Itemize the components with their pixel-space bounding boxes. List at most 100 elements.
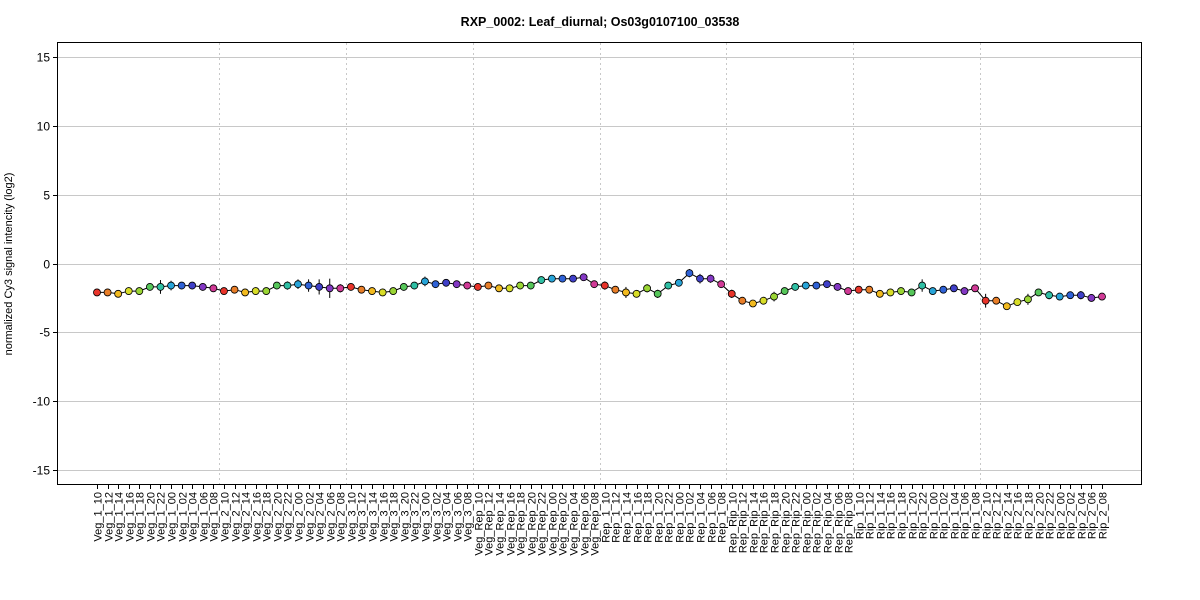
data-point	[135, 287, 144, 295]
y-tick-label: 0	[43, 258, 50, 272]
data-point	[1002, 302, 1011, 311]
x-tick-label: Veg_3_10	[347, 492, 359, 542]
data-point	[960, 287, 969, 295]
data-point	[1066, 291, 1075, 300]
data-point	[346, 283, 355, 291]
x-tick-label: Veg_Rep_06	[580, 492, 592, 556]
x-tick-label: Veg_1_06	[199, 492, 211, 542]
x-tick-label: Rip_1_18	[897, 492, 909, 539]
data-point	[717, 280, 726, 289]
data-point	[579, 273, 588, 282]
data-point	[220, 287, 228, 295]
data-point	[484, 281, 493, 290]
data-point	[865, 285, 874, 294]
data-point	[368, 287, 376, 295]
x-tick-label: Rep_1_04	[696, 492, 708, 543]
x-tick-label: Veg_3_16	[379, 492, 391, 542]
data-point	[272, 281, 281, 290]
data-point	[780, 287, 789, 295]
x-tick-label: Veg_1_22	[156, 492, 168, 542]
data-point	[304, 281, 313, 290]
group-separators	[219, 43, 981, 484]
data-point	[1045, 291, 1054, 300]
data-point	[590, 280, 599, 289]
x-tick-label: Rip_2_22	[1045, 492, 1057, 539]
data-point	[1076, 291, 1085, 300]
x-tick-label: Rip_2_00	[1056, 492, 1068, 539]
data-point	[632, 289, 641, 298]
x-tick-label: Rep_Rip_16	[759, 492, 771, 553]
x-tick-label: Veg_1_20	[146, 492, 158, 542]
data-point	[421, 277, 429, 286]
x-tick-label: Veg_2_20	[273, 492, 285, 542]
data-point	[1013, 298, 1022, 306]
data-point	[198, 283, 207, 291]
x-tick-label: Veg_2_16	[252, 492, 264, 542]
data-point	[516, 281, 525, 290]
x-tick-label: Veg_3_04	[442, 492, 454, 542]
x-tick-label: Veg_1_10	[93, 492, 105, 542]
data-point	[156, 283, 165, 291]
data-point	[907, 288, 916, 297]
x-tick-label: Rip_2_12	[992, 492, 1004, 539]
data-point	[145, 283, 154, 291]
y-tick-label: 5	[43, 189, 50, 203]
x-tick-label: Veg_Rep_10	[474, 492, 486, 556]
x-tick-label: Rip_1_08	[971, 492, 983, 539]
data-point	[177, 281, 186, 290]
data-point	[378, 288, 387, 297]
x-tick-label: Rep_1_16	[633, 492, 645, 543]
x-tick-label: Rip_2_08	[1098, 492, 1110, 539]
data-point	[452, 280, 461, 289]
data-point	[283, 281, 292, 290]
x-tick-label: Rep_1_20	[654, 492, 666, 543]
data-point	[643, 284, 652, 293]
x-tick-label: Veg_Rep_04	[569, 492, 581, 556]
data-point	[897, 287, 905, 295]
data-point	[241, 288, 250, 297]
x-tick-label: Veg_2_02	[305, 492, 317, 542]
data-point	[526, 281, 535, 290]
data-point	[706, 274, 715, 283]
data-point	[611, 285, 620, 294]
x-tick-label: Rip_1_14	[876, 492, 888, 539]
data-point	[442, 278, 451, 287]
x-tick-label: Veg_Rep_16	[506, 492, 518, 556]
x-tick-label: Rep_1_22	[664, 492, 676, 543]
data-point	[167, 281, 175, 290]
data-point	[653, 289, 662, 298]
data-point	[209, 284, 218, 293]
data-point	[315, 283, 324, 291]
data-point	[600, 281, 609, 290]
x-tick-label: Veg_1_12	[104, 492, 116, 542]
x-tick-label: Veg_Rep_02	[558, 492, 570, 556]
x-tick-label: Veg_1_18	[135, 492, 147, 542]
x-tick-label: Rip_1_22	[918, 492, 930, 539]
data-point	[103, 288, 112, 297]
x-tick-label: Veg_1_02	[178, 492, 190, 542]
data-point	[473, 283, 482, 291]
x-tick-label: Veg_2_08	[336, 492, 348, 542]
x-tick-label: Rep_Rip_10	[728, 492, 740, 553]
x-tick-label: Veg_Rep_22	[537, 492, 549, 556]
x-tick-label: Veg_2_04	[315, 492, 327, 542]
x-tick-label: Rep_1_12	[611, 492, 623, 543]
x-tick-label: Rep_1_10	[601, 492, 613, 543]
data-point	[833, 283, 842, 291]
x-tick-label: Rip_1_20	[908, 492, 920, 539]
data-point	[939, 285, 948, 294]
x-tick-label: Rip_1_02	[939, 492, 951, 539]
x-tick-label: Rip_1_00	[929, 492, 941, 539]
x-tick-label: Veg_Rep_00	[548, 492, 560, 556]
data-point	[738, 296, 747, 305]
x-tick-label: Veg_3_14	[368, 492, 380, 542]
data-point	[495, 284, 503, 293]
data-point	[537, 276, 546, 284]
x-tick-label: Veg_1_00	[167, 492, 179, 542]
x-tick-label: Rep_Rip_14	[749, 492, 761, 553]
x-tick-label: Veg_2_22	[283, 492, 295, 542]
data-point	[844, 287, 853, 295]
x-tick-label: Veg_3_00	[421, 492, 433, 542]
x-tick-label: Rep_1_02	[685, 492, 697, 543]
